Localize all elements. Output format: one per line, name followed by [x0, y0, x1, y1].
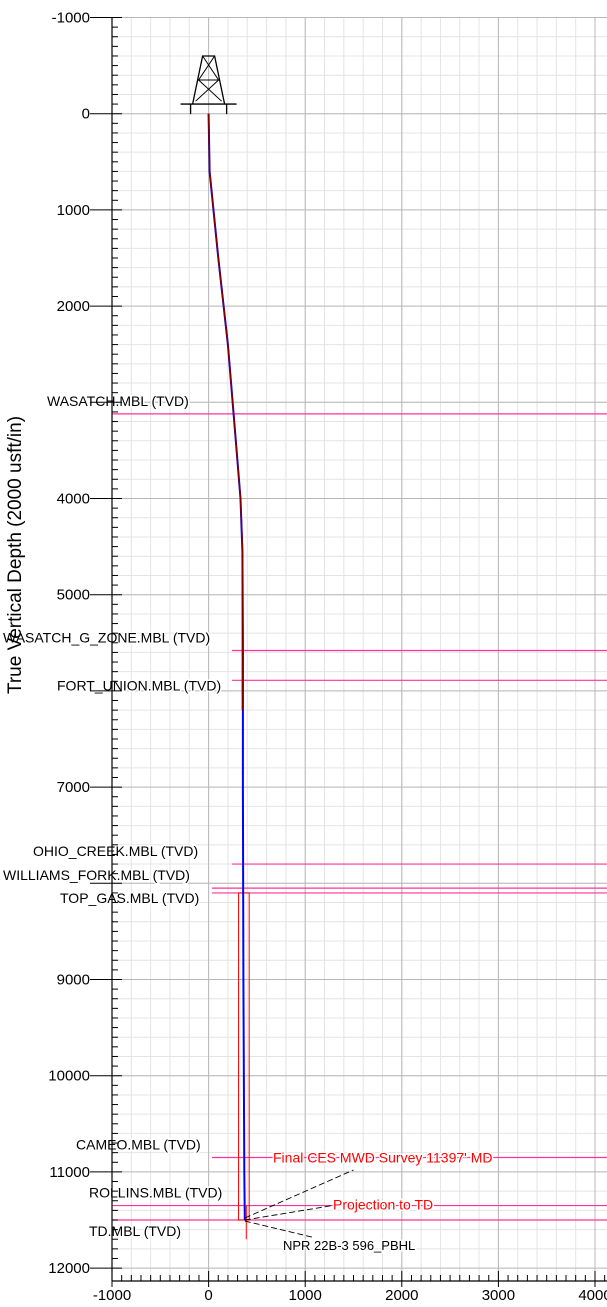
formation-label: CAMEO.MBL (TVD) — [76, 1136, 201, 1152]
y-tick-label: -1000 — [52, 10, 90, 27]
annotation-projection: Projection to TD — [333, 1197, 433, 1213]
y-tick-label: 9000 — [57, 972, 90, 989]
major-grid — [111, 17, 607, 1281]
y-tick-label: 10000 — [48, 1068, 90, 1085]
x-tick-label: 0 — [204, 1287, 212, 1304]
y-axis-title: True Vertical Depth (2000 usft/in) — [5, 416, 26, 694]
x-tick-label: -1000 — [93, 1287, 131, 1304]
formation-label: WASATCH.MBL (TVD) — [47, 393, 189, 409]
y-tick-label: 5000 — [57, 587, 90, 604]
formation-label: WILLIAMS_FORK.MBL (TVD) — [3, 867, 190, 883]
wellbore-path-line — [207, 113, 244, 711]
wellbore-path-line — [207, 113, 246, 1221]
leader-line — [244, 1205, 333, 1221]
y-tick-label: 4000 — [57, 491, 90, 508]
y-tick-label: 0 — [82, 106, 90, 123]
formation-label: ROLLINS.MBL (TVD) — [89, 1185, 222, 1201]
formation-label: FORT_UNION.MBL (TVD) — [57, 677, 221, 693]
rig-brace — [195, 55, 220, 102]
formation-label: WASATCH_G_ZONE.MBL (TVD) — [3, 629, 210, 645]
minor-grid — [111, 17, 607, 1281]
axes: -100001000200040005000700090001000011000… — [48, 10, 607, 1304]
wellbore-paths — [207, 113, 246, 1221]
formation-tops: WASATCH.MBL (TVD) WASATCH_G_ZONE.MBL (TVD… — [2, 391, 607, 1241]
y-tick-label: 1000 — [57, 202, 90, 219]
leader-line — [244, 1169, 354, 1219]
formation-label: TD.MBL (TVD) — [89, 1223, 181, 1239]
y-tick-label: 2000 — [57, 298, 90, 315]
x-tick-label: 3000 — [482, 1287, 515, 1304]
leader-line — [244, 1220, 314, 1238]
y-tick-label: 11000 — [49, 1164, 90, 1181]
formation-label: TOP_GAS.MBL (TVD) — [60, 890, 199, 906]
rig-derrick — [191, 55, 226, 105]
x-tick-label: 2000 — [385, 1287, 418, 1304]
drilling-rig-icon — [180, 55, 237, 115]
y-tick-label: 7000 — [57, 779, 90, 796]
formation-label: OHIO_CREEK.MBL (TVD) — [33, 843, 198, 859]
x-tick-label: 1000 — [289, 1287, 322, 1304]
annotation-pbhl: NPR 22B-3 596_PBHL — [283, 1238, 415, 1253]
annotations: Final CES MWD Survey 11397' MD Projection… — [244, 1148, 494, 1255]
annotation-final-survey: Final CES MWD Survey 11397' MD — [273, 1149, 492, 1165]
x-tick-label: 4000 — [578, 1287, 607, 1304]
y-tick-label: 12000 — [48, 1260, 90, 1277]
